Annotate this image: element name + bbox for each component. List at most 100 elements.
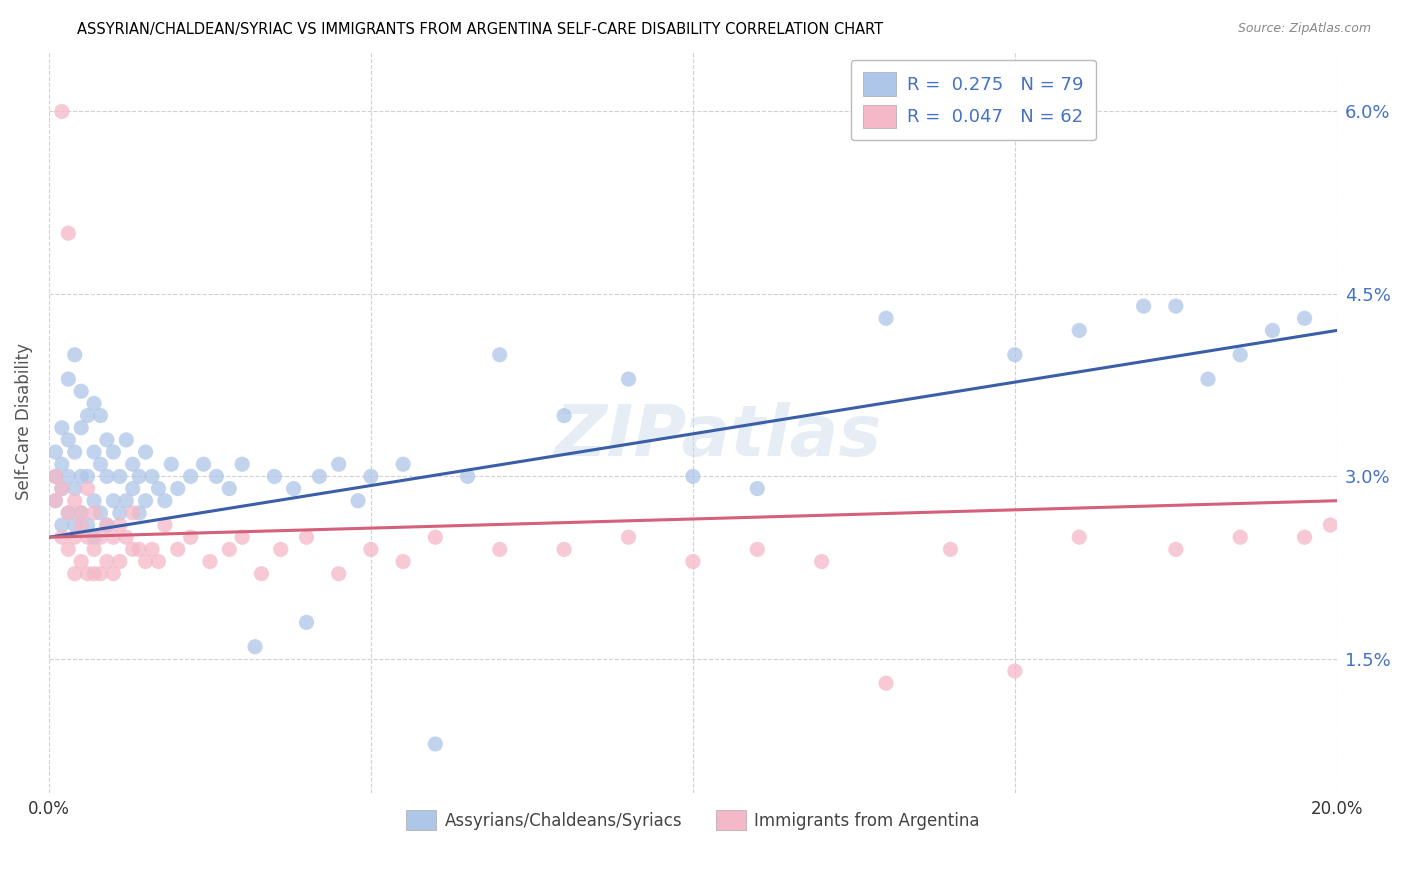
Point	[89, 409, 111, 423]
Point	[58, 506, 80, 520]
Point	[89, 566, 111, 581]
Point	[63, 530, 86, 544]
Point	[939, 542, 962, 557]
Point	[488, 348, 510, 362]
Point	[44, 469, 66, 483]
Point	[1069, 530, 1091, 544]
Point	[70, 506, 93, 520]
Point	[250, 566, 273, 581]
Point	[1319, 518, 1341, 533]
Point	[425, 530, 447, 544]
Point	[231, 530, 253, 544]
Point	[392, 555, 415, 569]
Point	[148, 482, 170, 496]
Point	[553, 542, 575, 557]
Point	[141, 469, 163, 483]
Point	[875, 311, 897, 326]
Point	[76, 409, 98, 423]
Point	[58, 506, 80, 520]
Point	[76, 518, 98, 533]
Point	[70, 555, 93, 569]
Point	[218, 482, 240, 496]
Point	[96, 518, 118, 533]
Point	[308, 469, 330, 483]
Text: Source: ZipAtlas.com: Source: ZipAtlas.com	[1237, 22, 1371, 36]
Point	[115, 433, 138, 447]
Point	[63, 445, 86, 459]
Point	[96, 469, 118, 483]
Point	[96, 555, 118, 569]
Point	[153, 518, 176, 533]
Point	[44, 493, 66, 508]
Point	[83, 396, 105, 410]
Point	[682, 555, 704, 569]
Point	[89, 457, 111, 471]
Point	[58, 433, 80, 447]
Point	[63, 566, 86, 581]
Point	[328, 457, 350, 471]
Point	[263, 469, 285, 483]
Text: ZIPatlas: ZIPatlas	[555, 402, 883, 471]
Text: ASSYRIAN/CHALDEAN/SYRIAC VS IMMIGRANTS FROM ARGENTINA SELF-CARE DISABILITY CORRE: ASSYRIAN/CHALDEAN/SYRIAC VS IMMIGRANTS F…	[77, 22, 883, 37]
Point	[135, 555, 157, 569]
Point	[83, 530, 105, 544]
Point	[1229, 530, 1251, 544]
Point	[360, 469, 382, 483]
Point	[360, 542, 382, 557]
Point	[70, 421, 93, 435]
Point	[747, 482, 769, 496]
Point	[121, 482, 143, 496]
Point	[160, 457, 183, 471]
Point	[295, 615, 318, 630]
Point	[103, 445, 125, 459]
Point	[193, 457, 215, 471]
Point	[115, 530, 138, 544]
Y-axis label: Self-Care Disability: Self-Care Disability	[15, 343, 32, 500]
Point	[283, 482, 305, 496]
Point	[347, 493, 370, 508]
Point	[875, 676, 897, 690]
Point	[58, 226, 80, 240]
Point	[108, 518, 131, 533]
Point	[810, 555, 832, 569]
Point	[108, 506, 131, 520]
Point	[96, 433, 118, 447]
Point	[180, 530, 202, 544]
Point	[243, 640, 266, 654]
Point	[103, 566, 125, 581]
Point	[135, 493, 157, 508]
Point	[51, 457, 73, 471]
Point	[63, 348, 86, 362]
Point	[1294, 311, 1316, 326]
Point	[488, 542, 510, 557]
Point	[103, 530, 125, 544]
Point	[180, 469, 202, 483]
Point	[392, 457, 415, 471]
Point	[76, 530, 98, 544]
Point	[83, 445, 105, 459]
Point	[51, 104, 73, 119]
Point	[51, 482, 73, 496]
Point	[51, 518, 73, 533]
Point	[44, 469, 66, 483]
Point	[51, 530, 73, 544]
Point	[295, 530, 318, 544]
Point	[76, 566, 98, 581]
Point	[63, 518, 86, 533]
Point	[103, 493, 125, 508]
Point	[96, 518, 118, 533]
Point	[1294, 530, 1316, 544]
Point	[198, 555, 221, 569]
Point	[76, 482, 98, 496]
Point	[1229, 348, 1251, 362]
Point	[328, 566, 350, 581]
Point	[58, 372, 80, 386]
Point	[63, 482, 86, 496]
Point	[83, 506, 105, 520]
Point	[89, 506, 111, 520]
Point	[218, 542, 240, 557]
Point	[83, 542, 105, 557]
Point	[553, 409, 575, 423]
Point	[617, 372, 640, 386]
Point	[1069, 323, 1091, 337]
